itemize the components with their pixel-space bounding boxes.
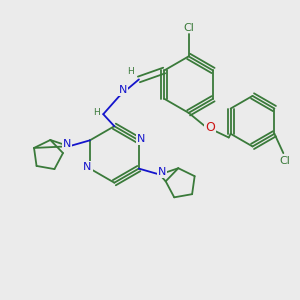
Text: O: O [206, 121, 215, 134]
Text: H: H [127, 67, 134, 76]
Text: N: N [62, 139, 71, 149]
Text: Cl: Cl [183, 22, 194, 32]
Text: H: H [93, 108, 100, 117]
Text: N: N [118, 85, 127, 95]
Text: N: N [137, 134, 146, 144]
Text: N: N [158, 167, 166, 177]
Text: N: N [83, 162, 92, 172]
Text: Cl: Cl [279, 156, 290, 166]
